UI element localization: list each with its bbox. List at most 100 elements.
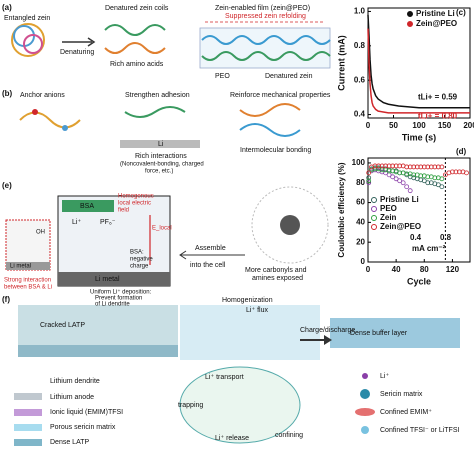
b-inter: Intermolecular bonding: [240, 147, 311, 154]
a-film: Zein-enabled film (zein@PEO): [215, 5, 310, 12]
e-bsa: BSA: [80, 203, 94, 210]
a-denatured: Denatured zein coils: [105, 5, 169, 12]
annotation: tLi+ = 0.80: [418, 111, 458, 120]
e-homo1: Homogenous: [118, 194, 154, 200]
point: [411, 172, 417, 178]
b-anchor: Anchor anions: [20, 92, 65, 99]
point: [383, 163, 388, 169]
e-neg2: negative: [130, 257, 153, 263]
point: [453, 169, 459, 175]
b-rich3: force, etc.): [145, 169, 173, 175]
point: [379, 163, 385, 169]
f-release: Li⁺ release: [215, 435, 249, 442]
x-tick-label: 200: [463, 121, 474, 130]
e-more1: More carbonyls and: [245, 267, 307, 274]
x-tick-label: 0: [366, 121, 371, 130]
e-assemble1: Assemble: [195, 245, 226, 252]
legend-marker: [407, 11, 413, 17]
e-elocal: E_local: [152, 226, 172, 232]
e-strong1: Strong interaction: [4, 278, 51, 284]
point: [404, 171, 410, 177]
y-axis-title: Current (mA): [336, 35, 346, 91]
b-rich2: (Noncovalent-bonding, charged: [120, 162, 204, 168]
annotation: 0.4: [410, 233, 422, 242]
legend-label: Pristine Li: [380, 195, 419, 204]
y-tick-label: 0.8: [354, 41, 366, 50]
legend-marker: [371, 197, 377, 203]
f-leg-il: Ionic liquid (EMIM)TFSI: [50, 409, 123, 416]
annotation: tLi+ = 0.59: [418, 92, 458, 101]
a-denatured-zein: Denatured zein: [265, 73, 313, 80]
f-leg-tfsi: Confined TFSI⁻ or LiTFSI: [380, 427, 459, 434]
a-entangled: Entangled zein: [4, 15, 50, 22]
e-uni1: Uniform Li⁺ deposition:: [90, 289, 152, 296]
f-transport: Li⁺ transport: [205, 374, 244, 381]
x-tick-label: 100: [412, 121, 426, 130]
point: [418, 164, 424, 170]
point: [366, 180, 372, 186]
legend-marker: [407, 21, 413, 27]
f-cracked: Cracked LATP: [40, 322, 85, 329]
legend-label: Zein@PEO: [380, 222, 421, 231]
a-amino: Rich amino acids: [110, 61, 164, 68]
e-strong2: between BSA & Li: [4, 285, 52, 291]
f-leg-emim: Confined EMIM⁺: [380, 409, 432, 416]
f-leg-anode: Lithium anode: [50, 394, 94, 401]
y-tick-label: 1.0: [354, 7, 366, 16]
point: [457, 169, 462, 175]
point: [397, 163, 403, 169]
point: [421, 164, 427, 170]
point: [390, 174, 396, 180]
legend-marker: [371, 206, 377, 212]
y-tick-label: 0.6: [354, 75, 366, 84]
plot-frame: [367, 157, 471, 263]
point: [411, 164, 417, 170]
f-trapping: trapping: [178, 402, 203, 409]
point: [418, 173, 424, 179]
point: [404, 184, 410, 190]
f-leg-porous: Porous sericin matrix: [50, 424, 116, 431]
a-denaturing: Denaturing: [60, 49, 94, 56]
point: [366, 175, 372, 181]
b-li: Li: [158, 141, 164, 148]
point: [397, 170, 403, 176]
x-tick-label: 80: [420, 265, 429, 274]
point: [464, 170, 469, 176]
point: [432, 175, 438, 181]
y-tick-label: 80: [356, 178, 365, 187]
panel-f-art: [14, 305, 460, 446]
x-tick-label: 50: [389, 121, 398, 130]
point: [397, 178, 403, 184]
point: [425, 164, 431, 170]
y-tick-label: 0: [361, 257, 366, 266]
f-leg-latp: Dense LATP: [50, 439, 89, 446]
x-tick-label: 0: [366, 265, 371, 274]
legend-marker: [371, 224, 377, 230]
f-leg-li: Li⁺: [380, 373, 389, 380]
legend-label: Zein: [380, 213, 397, 222]
point: [428, 164, 434, 170]
y-tick-label: 40: [356, 217, 365, 226]
point: [425, 174, 431, 180]
e-homo3: field: [118, 208, 129, 214]
b-adhesion: Strengthen adhesion: [125, 92, 190, 99]
b-label: (b): [2, 89, 13, 98]
annotation: 0.8: [440, 233, 452, 242]
line: [367, 28, 470, 114]
a-suppressed: Suppressed zein refolding: [225, 13, 306, 20]
e-neg1: BSA:: [130, 250, 144, 256]
point: [414, 164, 420, 170]
e-li-metal-left: Li metal: [10, 264, 31, 270]
f-charge: Charge/discharge: [300, 327, 355, 334]
y-tick-label: 100: [352, 158, 366, 167]
y-axis-title: Coulombic efficiency (%): [337, 162, 346, 257]
point: [383, 170, 388, 176]
b-reinforce: Reinforce mechanical properties: [230, 92, 331, 99]
point: [439, 184, 445, 190]
point: [425, 180, 431, 186]
point: [400, 180, 406, 186]
point: [407, 188, 413, 194]
f-confining: confining: [275, 432, 303, 439]
legend-label: Zein@PEO: [416, 19, 457, 28]
